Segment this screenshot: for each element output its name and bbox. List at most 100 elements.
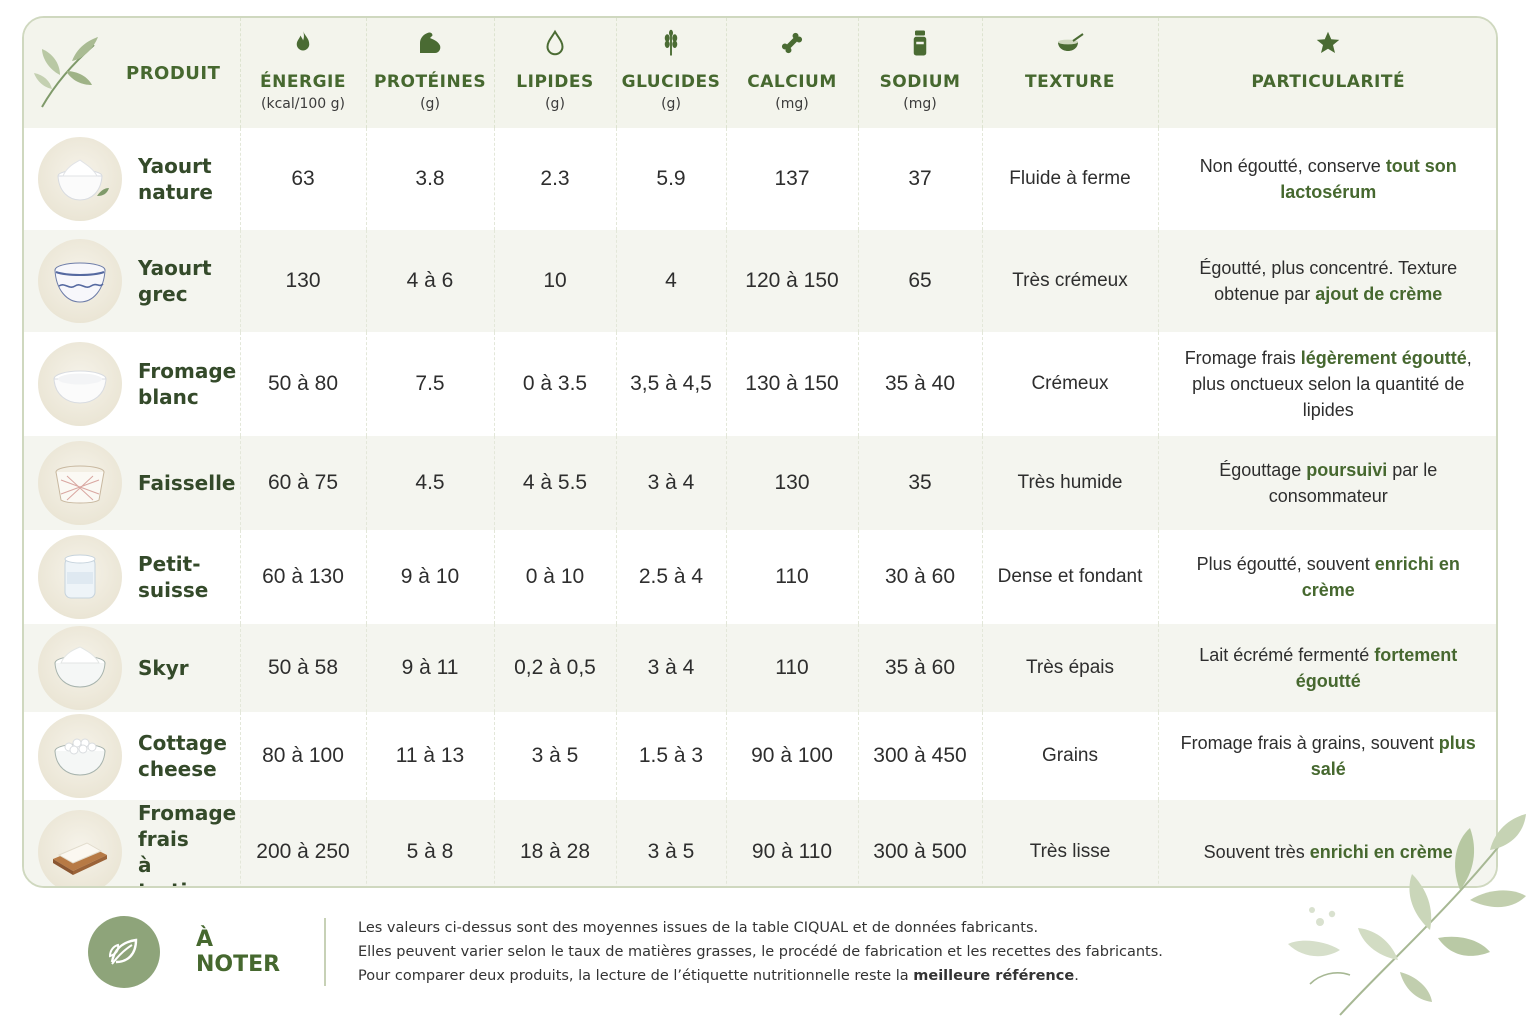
table-row: Yaourt nature 63 3.8 2.3 5.9 137 37 Fluide à fe… bbox=[24, 128, 1496, 230]
cell-produit: Faisselle bbox=[24, 436, 241, 530]
salt-shaker-icon bbox=[859, 28, 982, 62]
header-produit-label: PRODUIT bbox=[126, 62, 221, 84]
particularite-text: Non égoutté, conserve bbox=[1199, 155, 1386, 176]
cell-lipides: 18 à 28 bbox=[494, 800, 617, 886]
cell-calcium: 130 à 150 bbox=[726, 332, 859, 436]
header-energie-unit: (kcal/100 g) bbox=[261, 96, 345, 112]
particularite-text: , plus onctueux selon la quantité de lip… bbox=[1192, 347, 1472, 421]
product-image-icon bbox=[38, 342, 122, 426]
product-image-icon bbox=[38, 626, 122, 710]
table-row: Petit- suisse 60 à 130 9 à 10 0 à 10 2.5 à 4… bbox=[24, 530, 1496, 624]
particularite-highlight: enrichi en crème bbox=[1301, 553, 1460, 600]
note-line-3: Pour comparer deux produits, la lecture … bbox=[358, 964, 1163, 988]
cell-proteines: 3.8 bbox=[366, 128, 495, 230]
product-name: Yaourt nature bbox=[138, 154, 213, 204]
nutrition-table: PRODUIT ÉNERGIE (kcal/100 g) PROTÉINES (… bbox=[24, 18, 1496, 886]
leaf-icon bbox=[88, 916, 160, 988]
nutrition-table-card: PRODUIT ÉNERGIE (kcal/100 g) PROTÉINES (… bbox=[22, 16, 1498, 888]
particularite-text: Fromage frais à grains, souvent bbox=[1180, 732, 1439, 753]
particularite-text: Égouttage bbox=[1219, 459, 1307, 480]
table-row: Yaourt grec 130 4 à 6 10 4 120 à 150 65 Très cr… bbox=[24, 230, 1496, 332]
cell-proteines: 9 à 11 bbox=[366, 624, 495, 712]
cell-energie: 80 à 100 bbox=[240, 712, 367, 800]
bowl-whisk-icon bbox=[983, 28, 1158, 62]
product-image-icon bbox=[38, 441, 122, 525]
cell-energie: 200 à 250 bbox=[240, 800, 367, 886]
cell-sodium: 300 à 500 bbox=[858, 800, 983, 886]
table-row: Skyr 50 à 58 9 à 11 0,2 à 0,5 3 à 4 110 35 à 6… bbox=[24, 624, 1496, 712]
product-name: Faisselle bbox=[138, 471, 236, 495]
particularite-text: par le consommateur bbox=[1268, 459, 1438, 506]
cell-produit: Yaourt grec bbox=[24, 230, 241, 332]
cell-particularite: Fromage frais à grains, souvent plus sal… bbox=[1158, 712, 1496, 800]
cell-glucides: 1.5 à 3 bbox=[616, 712, 727, 800]
cell-sodium: 300 à 450 bbox=[858, 712, 983, 800]
note-line-3-text: Pour comparer deux produits, la lecture … bbox=[358, 968, 914, 984]
cell-proteines: 7.5 bbox=[366, 332, 495, 436]
col-header-calcium: CALCIUM (mg) bbox=[726, 18, 859, 128]
cell-calcium: 130 bbox=[726, 436, 859, 530]
cell-particularite: Non égoutté, conserve tout son lactoséru… bbox=[1158, 128, 1496, 230]
cell-energie: 60 à 75 bbox=[240, 436, 367, 530]
cell-particularite: Lait écrémé fermenté fortement égoutté bbox=[1158, 624, 1496, 712]
cell-sodium: 35 bbox=[858, 436, 983, 530]
cell-texture: Dense et fondant bbox=[982, 530, 1159, 624]
cell-texture: Très crémeux bbox=[982, 230, 1159, 332]
cell-calcium: 137 bbox=[726, 128, 859, 230]
particularite-text: Lait écrémé fermenté bbox=[1199, 644, 1375, 665]
cell-energie: 50 à 80 bbox=[240, 332, 367, 436]
particularite-highlight: enrichi en crème bbox=[1309, 841, 1453, 862]
header-proteines-unit: (g) bbox=[420, 96, 440, 112]
cell-glucides: 3 à 4 bbox=[616, 436, 727, 530]
product-image-icon bbox=[38, 810, 122, 886]
cell-proteines: 4.5 bbox=[366, 436, 495, 530]
cell-glucides: 3,5 à 4,5 bbox=[616, 332, 727, 436]
particularite-highlight: ajout de crème bbox=[1315, 284, 1443, 304]
cell-lipides: 3 à 5 bbox=[494, 712, 617, 800]
cell-sodium: 35 à 40 bbox=[858, 332, 983, 436]
header-energie-label: ÉNERGIE bbox=[260, 72, 346, 92]
note-divider bbox=[324, 918, 326, 986]
col-header-proteines: PROTÉINES (g) bbox=[366, 18, 495, 128]
note-text: Les valeurs ci-dessus sont des moyennes … bbox=[358, 916, 1163, 988]
cell-calcium: 120 à 150 bbox=[726, 230, 859, 332]
cell-texture: Crémeux bbox=[982, 332, 1159, 436]
cell-lipides: 0 à 10 bbox=[494, 530, 617, 624]
product-image-icon bbox=[38, 714, 122, 798]
note-section: À NOTER Les valeurs ci-dessus sont des m… bbox=[88, 916, 1208, 988]
cell-produit: Fromage frais à tartiner bbox=[24, 800, 241, 886]
cell-lipides: 4 à 5.5 bbox=[494, 436, 617, 530]
cell-produit: Fromage blanc bbox=[24, 332, 241, 436]
header-lipides-unit: (g) bbox=[545, 96, 565, 112]
particularite-text: Fromage frais bbox=[1184, 347, 1301, 368]
table-row: Fromage blanc 50 à 80 7.5 0 à 3.5 3,5 à 4,5 1… bbox=[24, 332, 1496, 436]
cell-texture: Fluide à ferme bbox=[982, 128, 1159, 230]
col-header-energie: ÉNERGIE (kcal/100 g) bbox=[240, 18, 367, 128]
particularite-highlight: légèrement égoutté bbox=[1300, 347, 1467, 368]
product-image-icon bbox=[38, 239, 122, 323]
header-proteines-label: PROTÉINES bbox=[373, 72, 487, 92]
note-line-1: Les valeurs ci-dessus sont des moyennes … bbox=[358, 920, 1039, 936]
product-image-icon bbox=[38, 137, 122, 221]
particularite-highlight: plus salé bbox=[1310, 732, 1476, 779]
product-name: Petit- suisse bbox=[138, 552, 209, 602]
cell-glucides: 2.5 à 4 bbox=[616, 530, 727, 624]
cell-sodium: 65 bbox=[858, 230, 983, 332]
header-calcium-label: CALCIUM bbox=[747, 72, 837, 92]
cell-calcium: 110 bbox=[726, 530, 859, 624]
cell-texture: Très humide bbox=[982, 436, 1159, 530]
cell-energie: 130 bbox=[240, 230, 367, 332]
cell-glucides: 5.9 bbox=[616, 128, 727, 230]
header-sodium-unit: (mg) bbox=[903, 96, 937, 112]
cell-proteines: 9 à 10 bbox=[366, 530, 495, 624]
cell-particularite: Égouttage poursuivi par le consommateur bbox=[1158, 436, 1496, 530]
product-image-icon bbox=[38, 535, 122, 619]
cell-calcium: 90 à 110 bbox=[726, 800, 859, 886]
cell-produit: Petit- suisse bbox=[24, 530, 241, 624]
header-glucides-unit: (g) bbox=[661, 96, 681, 112]
header-sodium-label: SODIUM bbox=[879, 72, 961, 92]
product-name: Cottage cheese bbox=[138, 731, 227, 781]
cell-sodium: 30 à 60 bbox=[858, 530, 983, 624]
header-texture-label: TEXTURE bbox=[1025, 72, 1115, 92]
bone-icon bbox=[727, 28, 858, 62]
